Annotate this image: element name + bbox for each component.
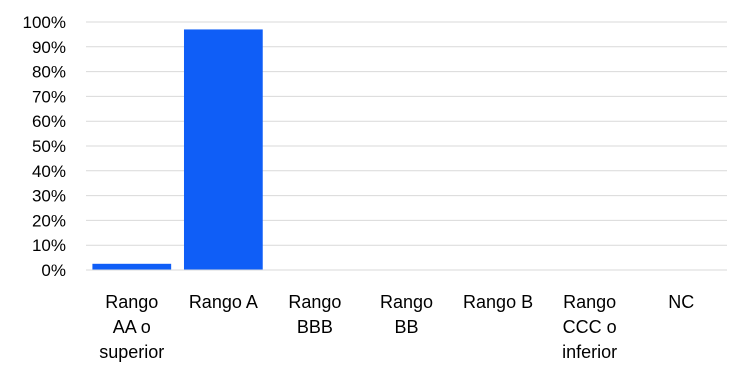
bars (92, 29, 263, 270)
x-category-label: Rango BBB (288, 292, 341, 337)
y-tick-label: 90% (32, 38, 66, 57)
y-tick-label: 0% (41, 261, 66, 280)
x-category-label: Rango AA o superior (99, 292, 164, 362)
x-category-label: Rango B (463, 292, 533, 312)
bar (92, 263, 172, 270)
y-tick-label: 20% (32, 211, 66, 230)
y-axis-tick-labels: 0% 10% 20% 30% 40% 50% 60% 70% 80% 90% 100% (23, 13, 66, 280)
y-tick-label: 100% (23, 13, 66, 32)
bar (183, 29, 263, 270)
x-category-label: Rango BB (380, 292, 433, 337)
y-tick-label: 50% (32, 137, 66, 156)
y-tick-label: 70% (32, 87, 66, 106)
y-tick-label: 60% (32, 112, 66, 131)
y-tick-label: 10% (32, 236, 66, 255)
gridlines (86, 21, 727, 246)
x-axis-category-labels: Rango AA o superior Rango A Rango BBB Rango BB R… (99, 292, 694, 362)
x-category-label: Rango A (189, 292, 258, 312)
y-tick-label: 30% (32, 187, 66, 206)
y-tick-label: 40% (32, 162, 66, 181)
y-tick-label: 80% (32, 63, 66, 82)
x-category-label: NC (668, 292, 694, 312)
x-category-label: Rango CCC o inferior (562, 292, 617, 362)
